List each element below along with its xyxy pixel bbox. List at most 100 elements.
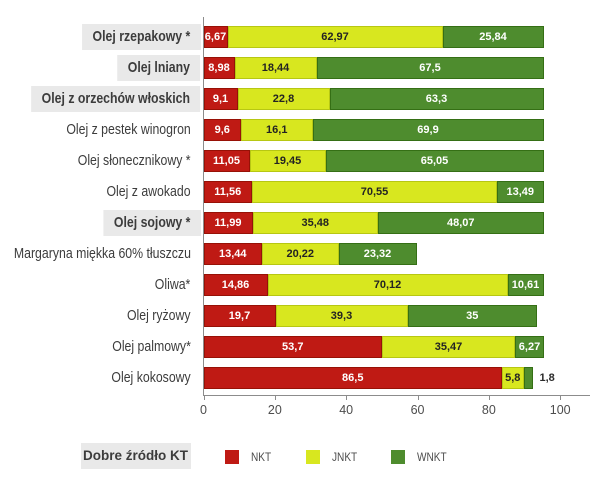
- bar-value-label: 67,5: [419, 62, 441, 75]
- category-label: Olej ryżowy: [126, 306, 191, 324]
- bar-segment-jnkt[interactable]: 35,47: [382, 335, 515, 358]
- bar-segment-wnkt[interactable]: 13,49: [497, 180, 544, 203]
- x-axis-tick-label: 60: [410, 402, 425, 417]
- bar-value-label: 6,27: [518, 340, 541, 353]
- bar-value-label-outside: 1,8: [539, 371, 555, 384]
- bar-segment-nkt[interactable]: 11,05: [203, 149, 250, 172]
- category-label: Margaryna miękka 60% tłuszczu: [13, 244, 191, 262]
- bar-segment-wnkt[interactable]: 6,27: [515, 335, 544, 358]
- category-label: Olej z orzechów włoskich: [31, 86, 201, 112]
- bar-segment-nkt[interactable]: 11,99: [203, 211, 253, 234]
- bar-value-label: 11,05: [213, 154, 240, 167]
- bar-value-label: 25,84: [479, 31, 507, 44]
- category-label: Olej sojowy *: [102, 209, 201, 236]
- bar-segment-jnkt[interactable]: 20,22: [262, 242, 339, 265]
- bar-segment-wnkt[interactable]: 35: [407, 304, 537, 327]
- bar-value-label: 23,32: [363, 247, 392, 260]
- category-label: Olej lniany: [117, 55, 201, 82]
- bar-segment-jnkt[interactable]: 22,8: [237, 88, 330, 110]
- category-label: Olej palmowy*: [111, 337, 191, 355]
- bar-segment-nkt[interactable]: 6,67: [203, 26, 228, 49]
- category-label: Olej z awokado: [106, 182, 191, 200]
- x-axis-tick: [274, 396, 276, 401]
- bar-segment-nkt[interactable]: 14,86: [203, 273, 268, 296]
- bar-value-label: 14,86: [221, 278, 250, 291]
- bar-segment-jnkt[interactable]: 16,1: [241, 118, 313, 141]
- bar-value-label: 35: [466, 309, 479, 322]
- bar-value-label: 11,99: [214, 216, 242, 229]
- x-axis-tick: [346, 396, 348, 401]
- bar-value-label: 13,49: [506, 185, 535, 198]
- bar-segment-wnkt[interactable]: 10,61: [507, 273, 544, 296]
- category-label: Oliwa*: [154, 275, 191, 293]
- bar-value-label: 63,3: [425, 93, 448, 105]
- bar-value-label: 22,8: [272, 93, 295, 105]
- bar-segment-jnkt[interactable]: 35,48: [252, 211, 378, 234]
- category-label: Olej kokosowy: [111, 368, 191, 386]
- bar-segment-nkt[interactable]: 8,98: [203, 57, 235, 80]
- bar-value-label: 13,44: [218, 247, 247, 260]
- category-label: Olej słonecznikowy *: [77, 151, 191, 169]
- bar-segment-jnkt[interactable]: 5,8: [502, 366, 524, 389]
- bar-value-label: 69,9: [417, 123, 439, 136]
- bar-segment-wnkt[interactable]: 67,5: [316, 57, 544, 80]
- x-axis-line: [202, 395, 590, 397]
- bar-value-label: 86,5: [342, 371, 364, 384]
- legend-label-nkt: NKT: [250, 449, 271, 464]
- bar-segment-nkt[interactable]: 11,56: [203, 180, 252, 203]
- x-axis-tick-label: 80: [481, 402, 496, 417]
- bar-segment-jnkt[interactable]: 70,12: [267, 273, 508, 296]
- bar-value-label: 19,7: [228, 309, 251, 322]
- category-label: Olej z pestek winogron: [66, 120, 191, 138]
- bar-segment-jnkt[interactable]: 19,45: [249, 149, 326, 172]
- bar-value-label: 62,97: [321, 31, 349, 44]
- bar-segment-nkt[interactable]: 53,7: [203, 335, 382, 358]
- legend-swatch-jnkt[interactable]: [306, 450, 320, 464]
- bar-value-label: 8,98: [208, 62, 230, 75]
- bar-segment-nkt[interactable]: 9,1: [203, 88, 238, 110]
- bar-segment-jnkt[interactable]: 39,3: [275, 304, 408, 327]
- bar-value-label: 35,48: [301, 216, 330, 229]
- bar-segment-nkt[interactable]: 86,5: [203, 366, 502, 389]
- x-axis-tick: [560, 396, 562, 401]
- bar-value-label: 18,44: [261, 62, 290, 75]
- legend-swatch-wnkt[interactable]: [391, 450, 405, 464]
- bar-value-label: 20,22: [286, 247, 315, 260]
- legend-title: Dobre źródło KT: [80, 443, 191, 469]
- x-axis-tick-label: 100: [549, 402, 571, 417]
- bar-value-label: 53,7: [282, 340, 304, 353]
- bar-segment-jnkt[interactable]: 70,55: [252, 180, 497, 203]
- bar-segment-wnkt[interactable]: 23,32: [338, 242, 417, 265]
- bar-segment-wnkt[interactable]: 48,07: [378, 211, 544, 234]
- bar-value-label: 6,67: [204, 31, 227, 44]
- bar-segment-wnkt[interactable]: [523, 366, 533, 389]
- bar-value-label: 5,8: [505, 371, 521, 384]
- bar-value-label: 65,05: [420, 154, 449, 167]
- bar-segment-wnkt[interactable]: 25,84: [442, 26, 544, 49]
- legend-label-wnkt: WNKT: [416, 449, 447, 464]
- x-axis-tick-label: 20: [267, 402, 282, 417]
- bar-segment-jnkt[interactable]: 62,97: [227, 26, 443, 49]
- bar-segment-nkt[interactable]: 9,6: [203, 118, 241, 141]
- bar-value-label: 11,56: [214, 185, 242, 198]
- bar-value-label: 35,47: [434, 340, 463, 353]
- y-axis-line: [202, 16, 204, 396]
- bar-value-label: 70,12: [373, 278, 402, 291]
- x-axis-tick: [203, 396, 205, 401]
- bar-segment-wnkt[interactable]: 69,9: [312, 118, 544, 141]
- bar-segment-nkt[interactable]: 19,7: [203, 304, 276, 327]
- x-axis-tick: [488, 396, 490, 401]
- bar-value-label: 16,1: [266, 123, 288, 136]
- x-axis-tick-label: 0: [200, 402, 207, 417]
- bar-value-label: 9,1: [212, 93, 229, 105]
- bar-segment-wnkt[interactable]: 65,05: [325, 149, 544, 172]
- bar-segment-wnkt[interactable]: 63,3: [329, 88, 544, 110]
- bar-segment-jnkt[interactable]: 18,44: [234, 57, 317, 80]
- bar-value-label: 39,3: [330, 309, 353, 322]
- x-axis-tick: [417, 396, 419, 401]
- bar-segment-nkt[interactable]: 13,44: [203, 242, 262, 265]
- legend-swatch-nkt[interactable]: [225, 450, 239, 464]
- bar-value-label: 48,07: [446, 216, 475, 229]
- bar-value-label: 9,6: [214, 123, 230, 136]
